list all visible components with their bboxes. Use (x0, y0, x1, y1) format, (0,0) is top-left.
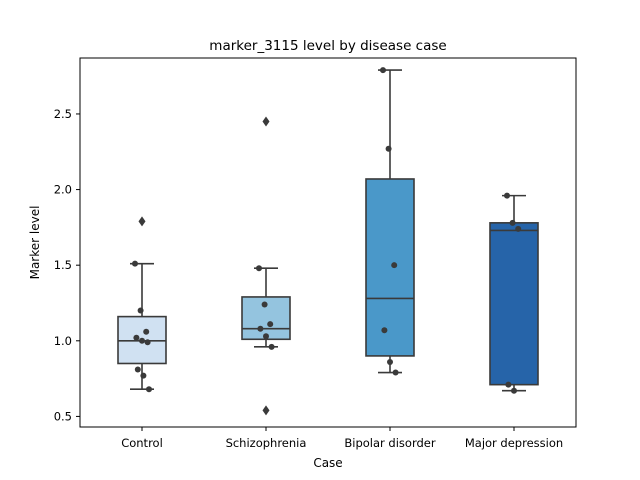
data-point (505, 381, 512, 388)
plot-frame (79, 57, 577, 428)
data-point (257, 325, 264, 332)
y-tick-label: 1.5 (54, 258, 72, 272)
box-2 (241, 116, 291, 416)
data-point (268, 343, 275, 350)
y-tick-label: 0.5 (54, 409, 72, 423)
box-iqr (489, 222, 539, 386)
y-tick-label: 2.0 (54, 183, 72, 197)
data-point (380, 67, 386, 74)
data-point (140, 372, 147, 379)
data-point (133, 334, 140, 341)
y-tick-label: 2.5 (54, 107, 72, 121)
data-point (504, 192, 510, 199)
chart-title: marker_3115 level by disease case (209, 38, 446, 54)
points-1 (132, 260, 152, 393)
data-point (256, 265, 262, 272)
data-point (143, 328, 150, 335)
data-point (139, 337, 145, 344)
data-point (267, 321, 274, 328)
box-3 (365, 69, 415, 374)
data-point (261, 301, 268, 308)
data-point (387, 358, 393, 365)
x-axis-label: Case (313, 456, 342, 470)
data-point (385, 145, 392, 152)
y-axis-label: Marker level (28, 206, 42, 280)
plot-area (117, 67, 539, 416)
data-point (132, 260, 138, 267)
data-point (392, 369, 399, 376)
outlier-marker (262, 405, 270, 416)
box-1 (117, 216, 167, 390)
y-tick-label: 1.0 (54, 334, 72, 348)
x-tick-label: Bipolar disorder (344, 436, 435, 450)
data-point (137, 307, 144, 314)
x-tick-label: Major depression (465, 436, 563, 450)
data-point (509, 219, 516, 226)
data-point (515, 225, 522, 232)
data-point (381, 327, 388, 334)
box-iqr (365, 178, 415, 357)
data-point (391, 262, 398, 269)
data-point (144, 339, 151, 346)
box-4 (489, 194, 539, 392)
data-point (134, 366, 141, 373)
axis-ticks: 0.5 1.0 1.5 2.0 2.5 Control Schizophrenia Bipol… (54, 107, 563, 450)
x-tick-label: Schizophrenia (226, 436, 307, 450)
points-2 (256, 265, 275, 350)
points-4 (504, 192, 522, 394)
data-point (146, 386, 152, 393)
data-point (511, 387, 517, 394)
data-point (263, 333, 269, 340)
outlier-marker (138, 216, 146, 227)
points-3 (380, 67, 399, 376)
x-tick-label: Control (121, 436, 163, 450)
outlier-marker (262, 116, 270, 127)
